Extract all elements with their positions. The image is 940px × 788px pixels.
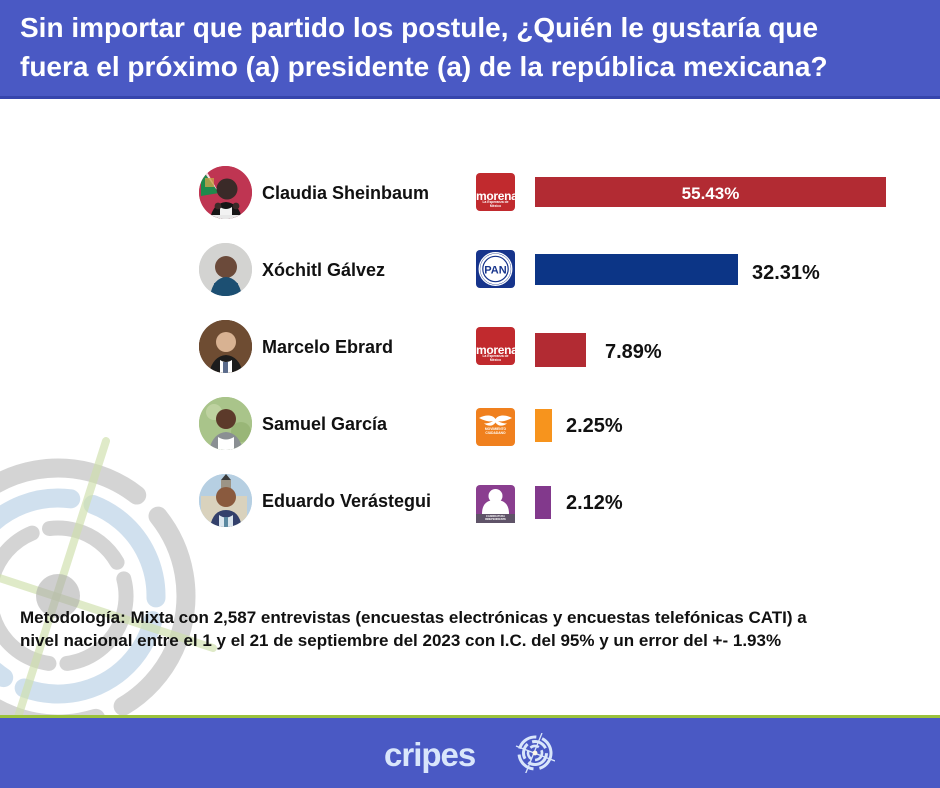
svg-text:PAN: PAN [484, 265, 506, 277]
